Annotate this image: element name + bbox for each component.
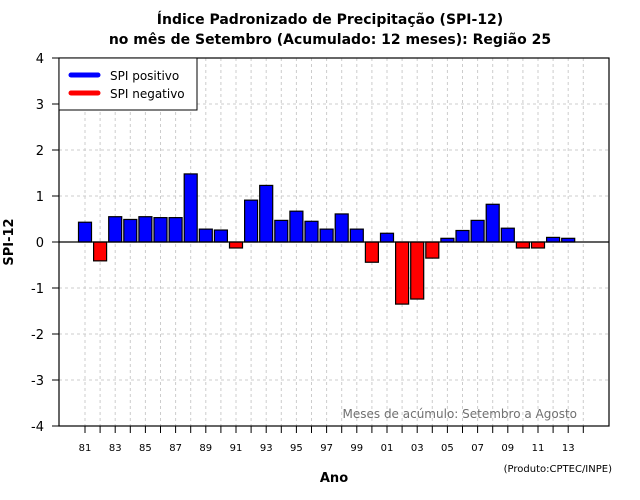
x-tick-label: 91 (230, 443, 243, 454)
x-tick-label: 07 (471, 443, 484, 454)
y-axis: 4 3 2 1 0 -1 -2 -3 -4 (31, 52, 59, 435)
bar-04 (425, 241, 440, 259)
x-tick-label: 97 (320, 443, 333, 454)
bar-89 (198, 228, 213, 243)
bar-08 (485, 203, 500, 243)
product-credit: (Produto:CPTEC/INPE) (504, 464, 612, 475)
bar-91 (228, 241, 244, 249)
bar-11 (530, 241, 546, 249)
bar-02 (395, 241, 410, 305)
x-axis-label: Ano (320, 471, 348, 486)
bar-84 (123, 218, 138, 243)
x-tick-label: 87 (169, 443, 182, 454)
legend-box (58, 57, 198, 111)
bar-94 (274, 219, 289, 243)
x-tick-label: 99 (350, 443, 363, 454)
bar-93 (259, 184, 274, 243)
bar-12 (545, 236, 561, 243)
grid (59, 58, 609, 426)
bar-90 (213, 229, 228, 243)
bar-99 (349, 228, 364, 243)
y-tick-label: 0 (36, 236, 44, 251)
bar-96 (304, 220, 319, 243)
bar-97 (319, 228, 334, 243)
y-axis-label: SPI-12 (2, 218, 17, 265)
x-tick-label: 03 (411, 443, 424, 454)
legend: SPI positivo SPI negativo (58, 57, 198, 111)
bar-81 (77, 221, 93, 243)
bar-82 (92, 241, 108, 262)
bar-92 (244, 199, 259, 243)
y-tick-label: 4 (36, 52, 44, 67)
bar-83 (108, 216, 123, 243)
bar-95 (289, 210, 304, 243)
x-tick-label: 89 (199, 443, 212, 454)
legend-label-positive: SPI positivo (110, 69, 179, 83)
x-tick-label: 01 (381, 443, 394, 454)
y-tick-label: 3 (36, 98, 44, 113)
bar-98 (334, 213, 349, 243)
legend-label-negative: SPI negativo (110, 87, 185, 101)
x-tick-label: 83 (109, 443, 122, 454)
bar-85 (138, 216, 153, 243)
bar-87 (168, 217, 183, 243)
bar-86 (153, 217, 168, 243)
bar-03 (410, 241, 425, 300)
x-tick-label: 85 (139, 443, 152, 454)
bar-07 (470, 219, 485, 243)
x-tick-label: 93 (260, 443, 273, 454)
x-tick-label: 11 (532, 443, 545, 454)
chart-title: Índice Padronizado de Precipitação (SPI-… (157, 11, 503, 28)
x-tick-label: 95 (290, 443, 303, 454)
y-tick-label: -2 (31, 328, 44, 343)
bars (77, 173, 576, 305)
x-tick-label: 05 (441, 443, 454, 454)
x-tick-label: 81 (79, 443, 92, 454)
bar-06 (455, 229, 470, 243)
x-tick-label: 09 (501, 443, 514, 454)
y-tick-label: -4 (31, 420, 44, 435)
y-tick-label: -1 (31, 282, 44, 297)
chart-subtitle: no mês de Setembro (Acumulado: 12 meses)… (109, 32, 551, 48)
bar-00 (364, 241, 379, 263)
y-tick-label: 1 (36, 190, 44, 205)
bar-88 (183, 173, 198, 243)
bar-09 (500, 227, 515, 243)
accumulation-annotation: Meses de acúmulo: Setembro a Agosto (343, 407, 578, 421)
x-tick-label: 13 (562, 443, 575, 454)
bar-01 (379, 232, 395, 243)
y-tick-label: 2 (36, 144, 44, 159)
x-axis: 81 83 85 87 89 91 93 95 97 99 01 03 05 07 09 11 13 (79, 426, 584, 454)
y-tick-label: -3 (31, 374, 44, 389)
bar-10 (515, 241, 531, 249)
